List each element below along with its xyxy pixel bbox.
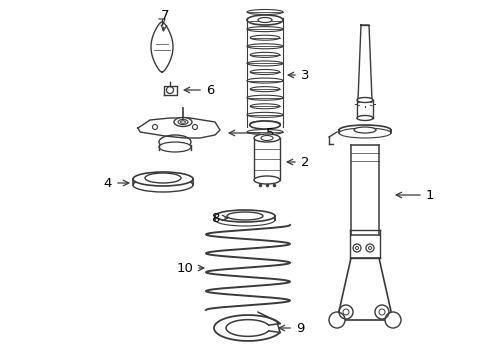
Text: 1: 1 bbox=[395, 189, 433, 202]
Ellipse shape bbox=[250, 69, 279, 75]
Ellipse shape bbox=[250, 52, 279, 57]
Polygon shape bbox=[253, 138, 280, 180]
Ellipse shape bbox=[246, 27, 283, 32]
Text: 3: 3 bbox=[287, 68, 308, 81]
Ellipse shape bbox=[250, 104, 279, 109]
Ellipse shape bbox=[178, 120, 187, 125]
Polygon shape bbox=[350, 145, 378, 235]
Text: 9: 9 bbox=[279, 321, 304, 334]
Polygon shape bbox=[357, 25, 371, 100]
Ellipse shape bbox=[250, 87, 279, 92]
Ellipse shape bbox=[338, 128, 390, 138]
Ellipse shape bbox=[356, 98, 372, 103]
Ellipse shape bbox=[250, 35, 279, 40]
Ellipse shape bbox=[246, 130, 283, 135]
Ellipse shape bbox=[215, 214, 274, 226]
Ellipse shape bbox=[226, 212, 263, 220]
Text: 6: 6 bbox=[184, 84, 214, 96]
Polygon shape bbox=[138, 118, 220, 138]
Text: 2: 2 bbox=[286, 156, 308, 168]
Polygon shape bbox=[163, 86, 176, 95]
Text: 5: 5 bbox=[229, 126, 274, 140]
Ellipse shape bbox=[250, 18, 279, 23]
Ellipse shape bbox=[145, 173, 181, 183]
Ellipse shape bbox=[246, 61, 283, 66]
Text: 10: 10 bbox=[176, 261, 203, 275]
Ellipse shape bbox=[180, 121, 185, 123]
Ellipse shape bbox=[246, 78, 283, 83]
Ellipse shape bbox=[246, 9, 283, 14]
Polygon shape bbox=[356, 100, 372, 118]
Ellipse shape bbox=[253, 176, 280, 184]
Ellipse shape bbox=[246, 112, 283, 117]
Ellipse shape bbox=[353, 127, 375, 133]
Ellipse shape bbox=[249, 121, 280, 129]
Polygon shape bbox=[336, 258, 392, 320]
Polygon shape bbox=[151, 22, 173, 72]
Text: 8: 8 bbox=[210, 212, 227, 225]
Ellipse shape bbox=[159, 142, 191, 152]
Circle shape bbox=[328, 312, 345, 328]
Text: 4: 4 bbox=[103, 176, 128, 189]
Ellipse shape bbox=[215, 210, 274, 222]
Ellipse shape bbox=[159, 135, 191, 149]
Ellipse shape bbox=[356, 116, 372, 121]
Ellipse shape bbox=[246, 95, 283, 100]
Ellipse shape bbox=[258, 18, 271, 23]
Ellipse shape bbox=[338, 125, 390, 135]
Ellipse shape bbox=[253, 134, 280, 142]
Ellipse shape bbox=[250, 121, 279, 126]
Circle shape bbox=[384, 312, 400, 328]
Ellipse shape bbox=[261, 135, 272, 140]
Text: 7: 7 bbox=[161, 9, 169, 31]
Ellipse shape bbox=[246, 15, 283, 25]
Ellipse shape bbox=[174, 117, 192, 126]
Ellipse shape bbox=[133, 172, 193, 186]
Polygon shape bbox=[349, 230, 379, 258]
Ellipse shape bbox=[246, 44, 283, 49]
Ellipse shape bbox=[133, 178, 193, 192]
